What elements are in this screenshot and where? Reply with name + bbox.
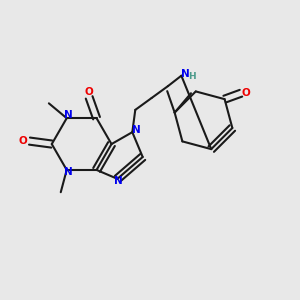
Text: O: O (19, 136, 27, 146)
Text: H: H (188, 72, 196, 81)
Text: N: N (115, 176, 123, 186)
Text: N: N (64, 167, 73, 177)
Text: O: O (85, 87, 94, 97)
Text: O: O (242, 88, 251, 98)
Text: N: N (131, 125, 140, 135)
Text: N: N (64, 110, 73, 120)
Text: N: N (181, 69, 189, 79)
